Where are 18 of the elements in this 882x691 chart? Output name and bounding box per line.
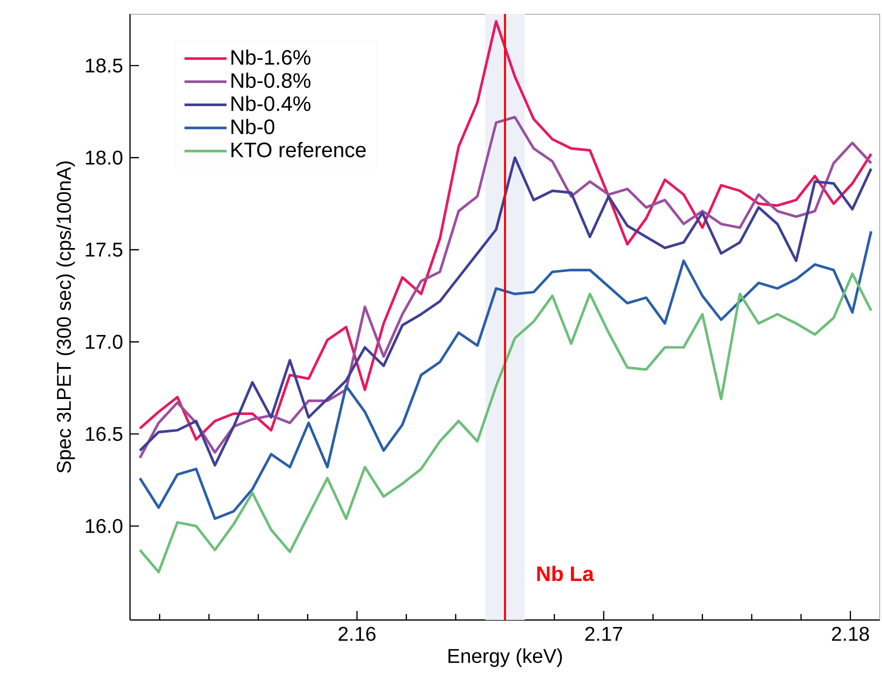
y-tick-label: 18.0 [86, 150, 122, 165]
legend-label: Nb-0 [232, 118, 274, 134]
ref-line-label: Nb La [537, 566, 594, 582]
y-tick-label: 17.0 [86, 334, 122, 349]
line-series [138, 20, 872, 441]
legend-label: Nb-1.6% [232, 49, 310, 65]
x-axis-title: Energy (keV) [448, 648, 562, 667]
legend-label: Nb-0.4% [232, 96, 310, 112]
legend-label: KTO reference [232, 142, 366, 158]
y-tick-label: 16.0 [86, 519, 122, 534]
y-tick-label: 16.5 [86, 426, 122, 441]
x-tick-label: 2.18 [832, 626, 869, 641]
x-tick-label: 2.17 [585, 626, 622, 641]
y-tick-label: 18.5 [86, 58, 122, 73]
legend-label: Nb-0.8% [232, 72, 310, 88]
y-tick-label: 17.5 [86, 242, 122, 257]
y-axis-title: Spec 3LPET (300 sec) (cps/100nA) [56, 162, 75, 473]
x-tick-label: 2.16 [338, 626, 376, 641]
